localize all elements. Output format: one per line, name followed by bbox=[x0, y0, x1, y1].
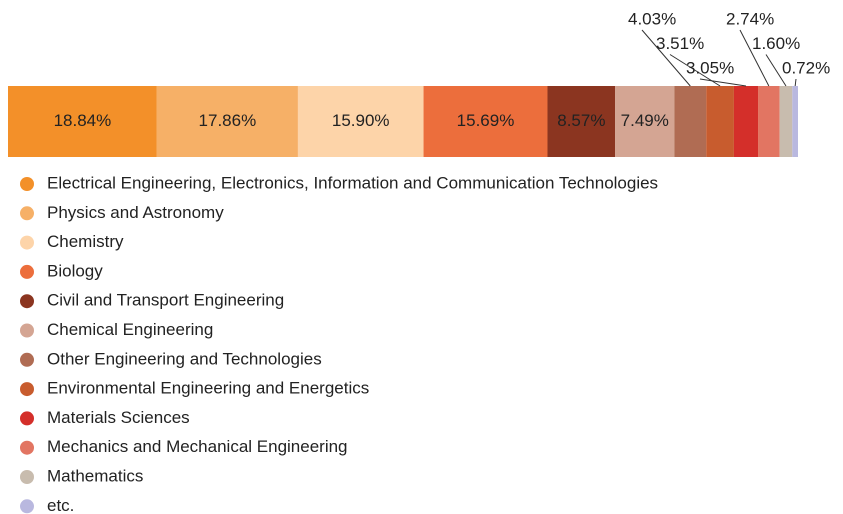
leader-line bbox=[641, 29, 691, 87]
legend-label: Environmental Engineering and Energetics bbox=[47, 379, 369, 398]
legend-label: Biology bbox=[47, 261, 103, 280]
value-label: 2.74% bbox=[726, 9, 774, 28]
bar-segment bbox=[779, 86, 793, 157]
value-label: 1.60% bbox=[752, 34, 800, 53]
bar-segment bbox=[758, 86, 780, 157]
value-label: 17.86% bbox=[199, 111, 257, 130]
bar-segment bbox=[706, 86, 734, 157]
legend-marker bbox=[20, 294, 34, 309]
value-label: 7.49% bbox=[621, 111, 669, 130]
legend-marker bbox=[20, 177, 34, 191]
legend-label: Materials Sciences bbox=[47, 408, 190, 427]
legend-marker bbox=[20, 235, 34, 250]
leader-line bbox=[739, 29, 770, 87]
bar-segment bbox=[792, 86, 798, 157]
legend-marker bbox=[20, 499, 34, 514]
bar-segment bbox=[547, 86, 616, 157]
leader-line bbox=[699, 78, 747, 87]
legend-marker bbox=[20, 206, 34, 221]
legend-marker bbox=[20, 352, 34, 367]
legend-label: etc. bbox=[47, 496, 74, 514]
leader-line bbox=[765, 54, 787, 87]
legend-label: Physics and Astronomy bbox=[47, 203, 224, 222]
legend-marker bbox=[20, 382, 34, 397]
value-label: 4.03% bbox=[628, 9, 676, 28]
legend-label: Mechanics and Mechanical Engineering bbox=[47, 437, 348, 456]
bar-segment bbox=[733, 86, 759, 157]
legend-label: Mathematics bbox=[47, 466, 143, 485]
bar-segment bbox=[297, 86, 424, 157]
value-label: 18.84% bbox=[54, 111, 112, 130]
legend-marker bbox=[20, 470, 34, 484]
leader-line bbox=[794, 78, 797, 87]
legend-label: Other Engineering and Technologies bbox=[47, 349, 322, 368]
value-label: 15.90% bbox=[332, 111, 390, 130]
value-label: 8.57% bbox=[557, 111, 605, 130]
bar-segment bbox=[674, 86, 707, 157]
value-label: 15.69% bbox=[457, 111, 515, 130]
bar-segment bbox=[8, 86, 157, 157]
legend-label: Electrical Engineering, Electronics, Inf… bbox=[47, 173, 658, 192]
legend-marker bbox=[20, 411, 34, 426]
value-label: 3.51% bbox=[656, 34, 704, 53]
legend-label: Chemistry bbox=[47, 232, 124, 251]
legend-marker bbox=[20, 264, 34, 279]
value-label: 3.05% bbox=[686, 58, 734, 77]
bar-segment bbox=[156, 86, 298, 157]
value-label: 0.72% bbox=[782, 58, 830, 77]
legend-label: Chemical Engineering bbox=[47, 320, 213, 339]
legend-label: Civil and Transport Engineering bbox=[47, 291, 284, 310]
legend-marker bbox=[20, 440, 34, 455]
bar-segment bbox=[423, 86, 548, 157]
legend-marker bbox=[20, 323, 34, 338]
bar-segment bbox=[615, 86, 675, 157]
